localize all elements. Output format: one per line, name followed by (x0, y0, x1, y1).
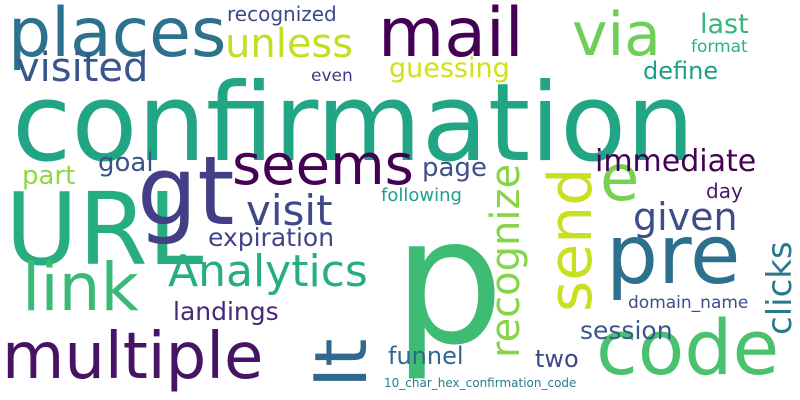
word-page: page (422, 153, 487, 183)
word-code: code (596, 303, 780, 392)
word-domain-name: domain_name (628, 293, 749, 313)
word-url: URL (5, 171, 204, 288)
word-places: places (8, 0, 227, 73)
word-last: last (700, 9, 749, 40)
word-analytics: Analytics (168, 246, 368, 297)
word-pre: pre (606, 208, 741, 303)
word-gt: gt (137, 137, 235, 247)
word-session: session (580, 316, 673, 345)
word-define: define (643, 57, 719, 85)
word-multiple: multiple (2, 320, 264, 394)
word-link: link (22, 249, 139, 326)
word-hex-confirmation-code: 10_char_hex_confirmation_code (384, 376, 577, 390)
word-format: format (691, 37, 748, 57)
word-unless: unless (225, 21, 354, 67)
word-e: e (600, 142, 640, 216)
word-even: even (311, 66, 353, 86)
word-visited: visited (16, 45, 149, 91)
word-goal: goal (98, 148, 154, 178)
word-mail: mail (378, 0, 524, 73)
word-day: day (706, 179, 743, 203)
word-visit: visit (246, 186, 333, 235)
word-via: via (572, 0, 661, 70)
word-immediate: immediate (595, 144, 757, 179)
word-part: part (22, 161, 76, 191)
word-it: It (299, 338, 383, 388)
word-funnel: funnel (388, 342, 464, 370)
word-p: p (393, 181, 505, 384)
word-confirmation: confirmation (12, 61, 695, 186)
word-seems: seems (232, 133, 414, 198)
word-expiration: expiration (208, 223, 335, 252)
word-clicks: clicks (760, 241, 800, 335)
word-given: given (633, 195, 738, 239)
word-send: send (536, 167, 606, 312)
word-guessing: guessing (389, 53, 510, 84)
word-landings: landings (173, 297, 279, 326)
word-following: following (381, 185, 462, 206)
word-two: two (535, 345, 579, 373)
word-recognized: recognized (227, 2, 337, 26)
word-recognize: recognize (483, 163, 529, 358)
